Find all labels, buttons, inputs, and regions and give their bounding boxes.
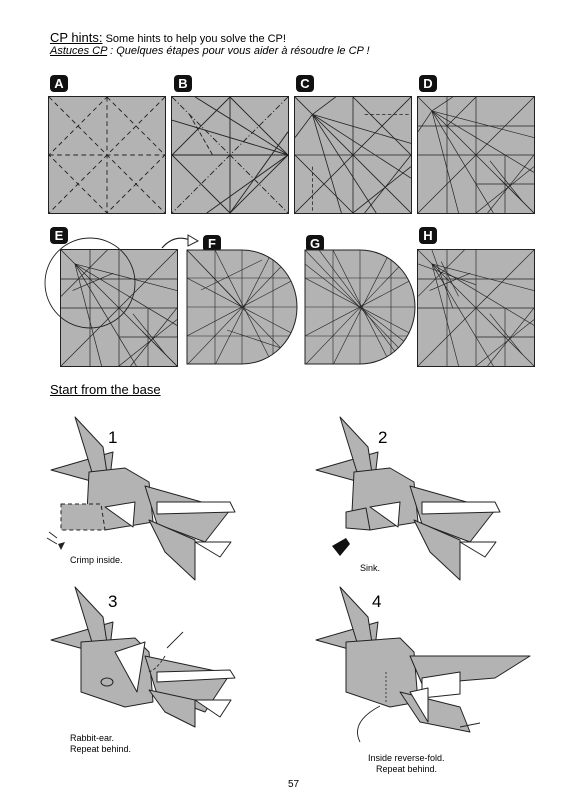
cp-step-d-badge: D <box>419 75 437 92</box>
step-2-figure <box>315 416 501 581</box>
step-3-number: 3 <box>108 592 118 611</box>
hints-title-en: CP hints: Some hints to help you solve t… <box>50 30 286 45</box>
cp-diagram-h <box>417 249 535 367</box>
cp-detail-circle <box>44 237 136 329</box>
step-1-figure <box>46 416 236 581</box>
cp-diagram-c <box>294 96 412 214</box>
step-4-number: 4 <box>372 592 382 611</box>
step-3-caption-line2: Repeat behind. <box>70 744 132 754</box>
cp-step-c-badge: C <box>296 75 314 92</box>
cp-step-b-badge: B <box>174 75 192 92</box>
cp-step-f-badge: F <box>203 235 221 252</box>
step-2-caption: Sink. <box>360 563 381 573</box>
cp-step-g-badge: G <box>306 235 324 252</box>
step-2-number: 2 <box>378 428 388 447</box>
step-3-caption-line1: Rabbit-ear. <box>70 733 115 743</box>
step-3-figure <box>50 586 236 728</box>
step-1-caption: Crimp inside. <box>70 555 123 565</box>
cp-diagram-f <box>186 249 298 365</box>
section-title: Start from the base <box>50 382 161 397</box>
cp-diagram-b <box>171 96 289 214</box>
step-1-number: 1 <box>108 428 118 447</box>
cp-diagram-e <box>60 249 178 367</box>
hints-title-fr: Astuces CP : Quelques étapes pour vous a… <box>50 45 370 57</box>
sink-arrow-icon <box>332 538 350 556</box>
step-4-caption-line2: Repeat behind. <box>376 764 438 774</box>
cp-diagram-a <box>48 96 166 214</box>
page-number: 57 <box>287 779 300 790</box>
step-4-figure <box>315 586 531 743</box>
step-4-caption-line1: Inside reverse-fold. <box>368 753 445 763</box>
cp-diagram-d <box>417 96 535 214</box>
cp-step-a-badge: A <box>50 75 68 92</box>
cp-diagram-g <box>304 249 416 365</box>
cp-step-e-badge: E <box>50 227 68 244</box>
curved-arrow-icon <box>161 234 200 249</box>
cp-step-h-badge: H <box>419 227 437 244</box>
